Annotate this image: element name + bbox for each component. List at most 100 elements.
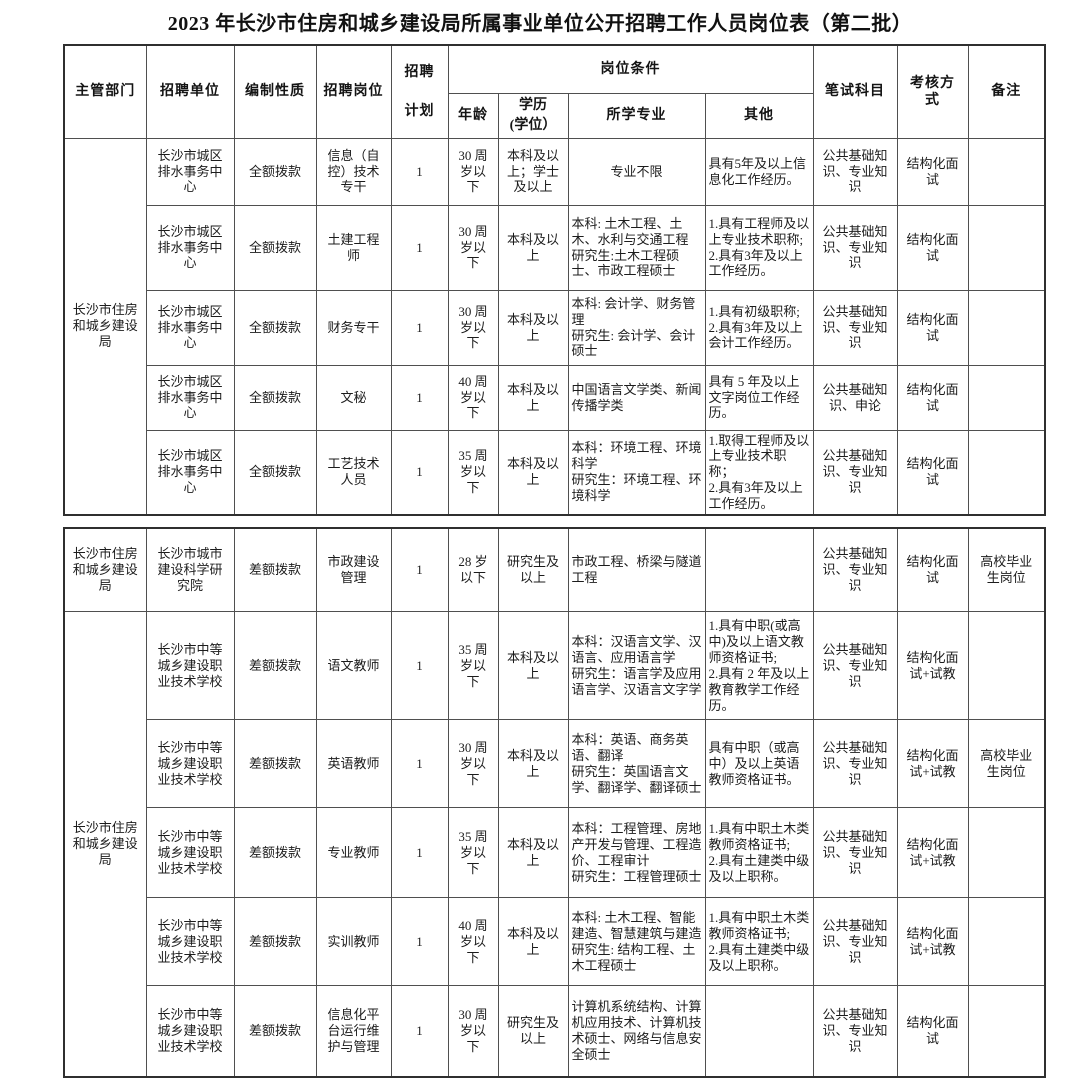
cell-unit: 长沙市中等城乡建设职业技术学校 bbox=[145, 719, 235, 809]
cell-written: 公共基础知识、专业知识 bbox=[812, 527, 898, 613]
table-row: 长沙市住房和城乡建设局 长沙市中等城乡建设职业技术学校 差额拨款 语文教师 1 … bbox=[63, 611, 1046, 1078]
header-dept: 主管部门 bbox=[63, 44, 147, 139]
cell-major: 计算机系统结构、计算机应用技术、计算机技术硕士、网络与信息安全硕士 bbox=[567, 985, 706, 1078]
cell-nature: 全额拨款 bbox=[233, 204, 317, 291]
cell-edu: 本科及以上 bbox=[497, 719, 569, 809]
cell-edu: 研究生及以上 bbox=[497, 985, 569, 1078]
table-row: 长沙市中等城乡建设职业技术学校 差额拨款 专业教师 1 35 周岁以下 本科及以… bbox=[64, 807, 1046, 899]
header-edu: 学历 (学位） bbox=[497, 92, 569, 139]
cell-written: 公共基础知识、专业知识 bbox=[812, 204, 898, 291]
cell-major: 中国语言文学类、新闻传播学类 bbox=[567, 364, 706, 431]
cell-assess: 结构化面试 bbox=[896, 204, 969, 291]
table-row: 长沙市中等城乡建设职业技术学校 差额拨款 英语教师 1 30 周岁以下 本科及以… bbox=[64, 719, 1046, 809]
header-nature: 编制性质 bbox=[233, 44, 317, 139]
cell-post: 文秘 bbox=[315, 364, 392, 431]
cell-edu: 本科及以上；学士及以上 bbox=[497, 137, 569, 206]
cell-written: 公共基础知识、专业知识 bbox=[812, 985, 898, 1078]
cell-unit: 长沙市城区排水事务中心 bbox=[145, 364, 235, 431]
header-plan: 招聘 计划 bbox=[390, 44, 449, 139]
cell-dept: 长沙市住房和城乡建设局 bbox=[63, 611, 147, 1078]
cell-unit: 长沙市城市建设科学研究院 bbox=[145, 527, 235, 613]
table-row: 长沙市城区排水事务中心 全额拨款 工艺技术人员 1 35 周岁以下 本科及以上 … bbox=[64, 429, 1046, 516]
cell-plan: 1 bbox=[390, 364, 449, 431]
cell-post: 财务专干 bbox=[315, 289, 392, 366]
header-remark: 备注 bbox=[967, 44, 1046, 139]
cell-post: 市政建设管理 bbox=[315, 527, 392, 613]
cell-other: 1.具有中职(或高中)及以上语文教师资格证书; 2.具有 2 年及以上教育教学工… bbox=[704, 611, 814, 721]
cell-post: 实训教师 bbox=[315, 897, 392, 987]
cell-major: 本科: 会计学、财务管理 研究生: 会计学、会计硕士 bbox=[567, 289, 706, 366]
cell-nature: 差额拨款 bbox=[233, 985, 317, 1078]
cell-unit: 长沙市城区排水事务中心 bbox=[145, 429, 235, 516]
header-unit: 招聘单位 bbox=[145, 44, 235, 139]
cell-unit: 长沙市中等城乡建设职业技术学校 bbox=[145, 897, 235, 987]
cell-written: 公共基础知识、专业知识 bbox=[812, 289, 898, 366]
header-assess: 考核方式 bbox=[896, 44, 969, 139]
cell-other: 具有 5 年及以上文字岗位工作经历。 bbox=[704, 364, 814, 431]
cell-age: 30 周岁以下 bbox=[447, 719, 499, 809]
cell-assess: 结构化面试+试教 bbox=[896, 719, 969, 809]
cell-assess: 结构化面试 bbox=[896, 429, 969, 516]
cell-age: 30 周岁以下 bbox=[447, 289, 499, 366]
cell-plan: 1 bbox=[390, 611, 449, 721]
table-row: 长沙市城区排水事务中心 全额拨款 文秘 1 40 周岁以下 本科及以上 中国语言… bbox=[64, 364, 1046, 431]
cell-nature: 差额拨款 bbox=[233, 611, 317, 721]
cell-age: 40 周岁以下 bbox=[447, 897, 499, 987]
cell-edu: 本科及以上 bbox=[497, 204, 569, 291]
cell-dept: 长沙市住房和城乡建设局 bbox=[63, 527, 147, 613]
cell-post: 专业教师 bbox=[315, 807, 392, 899]
cell-assess: 结构化面试 bbox=[896, 364, 969, 431]
header-major: 所学专业 bbox=[567, 92, 706, 139]
cell-written: 公共基础知识、专业知识 bbox=[812, 897, 898, 987]
cell-nature: 差额拨款 bbox=[233, 807, 317, 899]
cell-assess: 结构化面试 bbox=[896, 289, 969, 366]
table-row: 长沙市住房和城乡建设局 长沙市城区排水事务中心 全额拨款 信息（自控）技术专干 … bbox=[63, 137, 1046, 516]
table-row: 长沙市中等城乡建设职业技术学校 差额拨款 实训教师 1 40 周岁以下 本科及以… bbox=[64, 897, 1046, 987]
cell-written: 公共基础知识、申论 bbox=[812, 364, 898, 431]
cell-other: 1.具有中职土木类教师资格证书; 2.具有土建类中级及以上职称。 bbox=[704, 897, 814, 987]
table-row: 长沙市城区排水事务中心 全额拨款 财务专干 1 30 周岁以下 本科及以上 本科… bbox=[64, 289, 1046, 366]
cell-other: 1.具有中职土木类教师资格证书; 2.具有土建类中级及以上职称。 bbox=[704, 807, 814, 899]
header-written: 笔试科目 bbox=[812, 44, 898, 139]
cell-written: 公共基础知识、专业知识 bbox=[812, 429, 898, 516]
header-conditions-group: 岗位条件 bbox=[447, 44, 814, 94]
cell-plan: 1 bbox=[390, 985, 449, 1078]
cell-other: 1.具有工程师及以上专业技术职称; 2.具有3年及以上工作经历。 bbox=[704, 204, 814, 291]
cell-age: 40 周岁以下 bbox=[447, 364, 499, 431]
cell-major: 本科：英语、商务英语、翻译 研究生：英国语言文学、翻译学、翻译硕士 bbox=[567, 719, 706, 809]
cell-unit: 长沙市中等城乡建设职业技术学校 bbox=[145, 611, 235, 721]
cell-edu: 本科及以上 bbox=[497, 807, 569, 899]
cell-remark: 高校毕业生岗位 bbox=[967, 527, 1046, 613]
cell-remark: 高校毕业生岗位 bbox=[967, 719, 1046, 809]
cell-plan: 1 bbox=[390, 527, 449, 613]
cell-assess: 结构化面试 bbox=[896, 985, 969, 1078]
page-title: 2023 年长沙市住房和城乡建设局所属事业单位公开招聘工作人员岗位表（第二批） bbox=[167, 13, 913, 35]
cell-nature: 差额拨款 bbox=[233, 897, 317, 987]
table-row: 长沙市城区排水事务中心 全额拨款 土建工程师 1 30 周岁以下 本科及以上 本… bbox=[64, 204, 1046, 291]
cell-age: 35 周岁以下 bbox=[447, 807, 499, 899]
cell-edu: 本科及以上 bbox=[497, 611, 569, 721]
cell-edu: 研究生及以上 bbox=[497, 527, 569, 613]
cell-post: 土建工程师 bbox=[315, 204, 392, 291]
cell-plan: 1 bbox=[390, 137, 449, 206]
cell-written: 公共基础知识、专业知识 bbox=[812, 137, 898, 206]
cell-other bbox=[704, 527, 814, 613]
table-row: 长沙市中等城乡建设职业技术学校 差额拨款 信息化平台运行维护与管理 1 30 周… bbox=[64, 985, 1046, 1078]
cell-age: 30 周岁以下 bbox=[447, 137, 499, 206]
header-age: 年龄 bbox=[447, 92, 499, 139]
cell-remark bbox=[967, 137, 1046, 206]
cell-major: 本科：环境工程、环境科学 研究生：环境工程、环境科学 bbox=[567, 429, 706, 516]
cell-nature: 全额拨款 bbox=[233, 289, 317, 366]
cell-written: 公共基础知识、专业知识 bbox=[812, 611, 898, 721]
cell-major: 本科：汉语言文学、汉语言、应用语言学 研究生：语言学及应用语言学、汉语言文字学 bbox=[567, 611, 706, 721]
cell-major: 本科: 土木工程、土木、水利与交通工程 研究生:土木工程硕士、市政工程硕士 bbox=[567, 204, 706, 291]
cell-remark bbox=[967, 807, 1046, 899]
cell-major: 本科: 土木工程、智能建造、智慧建筑与建造 研究生: 结构工程、土木工程硕士 bbox=[567, 897, 706, 987]
table-block-1: 主管部门 招聘单位 编制性质 招聘岗位 招聘 计划 岗位条件 笔试科目 考核方式… bbox=[63, 44, 1046, 516]
cell-post: 英语教师 bbox=[315, 719, 392, 809]
cell-nature: 差额拨款 bbox=[233, 527, 317, 613]
cell-edu: 本科及以上 bbox=[497, 429, 569, 516]
cell-plan: 1 bbox=[390, 807, 449, 899]
cell-remark bbox=[967, 611, 1046, 721]
table-block-2: 长沙市住房和城乡建设局 长沙市城市建设科学研究院 差额拨款 市政建设管理 1 2… bbox=[63, 526, 1046, 1078]
